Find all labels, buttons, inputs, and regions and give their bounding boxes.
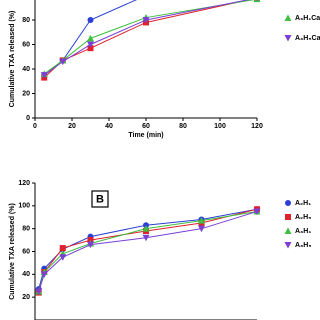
x-tick-label: 20: [68, 123, 76, 130]
marker: [142, 17, 150, 24]
series-line: [43, 0, 250, 76]
legend-label: A₃H₅: [295, 242, 312, 249]
marker: [40, 72, 48, 79]
y-tick-label: 40: [22, 66, 30, 73]
marker: [198, 217, 205, 224]
marker: [198, 225, 205, 233]
y-tick-label: 0: [26, 115, 30, 122]
legend-marker: [284, 35, 292, 42]
y-tick-label: 20: [22, 90, 30, 97]
y-tick-label: 40: [22, 271, 30, 278]
panel-label-box: [91, 190, 109, 208]
panel-label: B: [96, 193, 104, 205]
marker: [256, 0, 258, 2]
y-axis-label: Cumulative TXA released (%): [9, 203, 16, 300]
legend-marker: [285, 200, 291, 206]
marker: [87, 41, 94, 48]
legend-marker: [284, 14, 292, 21]
x-tick-label: 0: [33, 123, 37, 130]
y-tick-label: 80: [22, 17, 30, 24]
y-tick-label: 100: [18, 203, 30, 210]
series-line: [43, 0, 251, 78]
y-tick-label: 60: [22, 41, 30, 48]
y-axis-label: Cumulative TXA released (%): [9, 11, 16, 108]
x-tick-label: 100: [214, 123, 226, 130]
panel: 20 40 60 80 100 120 Cumulative TXA released (%…: [9, 180, 312, 320]
legend-label: A₂H₅: [295, 214, 311, 221]
marker: [87, 17, 94, 23]
legend-label: A₃H₁Ca: [295, 15, 320, 22]
x-tick-label: 80: [179, 123, 187, 130]
x-axis-label: Time (min): [128, 132, 163, 139]
marker: [142, 225, 150, 232]
legend-marker: [284, 242, 292, 249]
marker: [59, 254, 67, 261]
y-tick-label: 120: [18, 180, 30, 187]
marker: [87, 45, 94, 52]
legend-label: A₃H₅Ca: [295, 35, 320, 42]
x-tick-label: 120: [251, 123, 263, 130]
marker: [40, 271, 48, 278]
y-tick-label: 60: [22, 248, 30, 255]
marker: [59, 245, 66, 252]
marker: [87, 241, 94, 249]
y-tick-label: 20: [22, 294, 30, 301]
marker: [59, 58, 67, 66]
marker: [87, 34, 94, 42]
x-tick-label: 60: [142, 123, 150, 130]
x-tick-label: 40: [105, 123, 113, 130]
marker: [35, 288, 43, 295]
series-line: [43, 0, 138, 76]
marker: [142, 234, 150, 242]
panel: 020406080100120020406080100120Time (min)…: [9, 0, 320, 139]
series-line: [43, 0, 256, 75]
legend-marker: [285, 214, 291, 220]
legend-label: A₃H₁: [295, 228, 311, 235]
legend-marker: [284, 227, 292, 234]
y-tick-label: 80: [22, 226, 30, 233]
legend-label: A₂H₁: [295, 200, 311, 207]
marker: [253, 208, 261, 216]
